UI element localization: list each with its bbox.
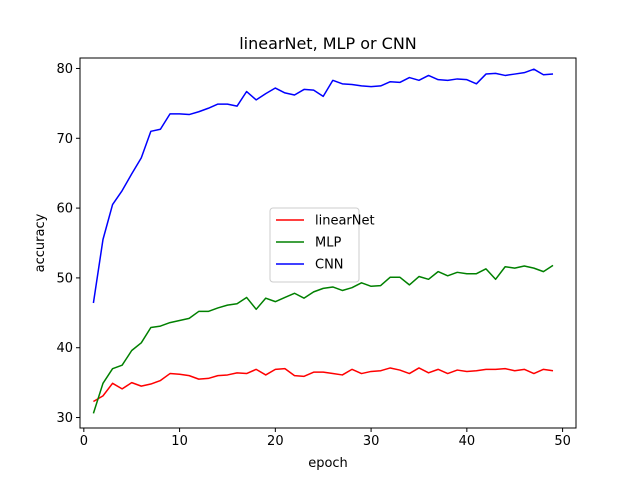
x-axis: 0 10 20 30 40 50 bbox=[80, 428, 571, 449]
y-tick-label: 80 bbox=[56, 62, 73, 77]
y-axis: 30 40 50 60 70 80 bbox=[56, 62, 80, 426]
y-axis-label: accuracy bbox=[33, 213, 48, 272]
legend-label-linearnet: linearNet bbox=[315, 214, 375, 229]
y-tick-label: 50 bbox=[56, 271, 73, 286]
series-layer bbox=[92, 68, 554, 414]
y-tick-label: 30 bbox=[56, 411, 73, 426]
y-tick-label: 70 bbox=[56, 132, 73, 147]
x-tick-label: 30 bbox=[363, 434, 380, 449]
series-line-cnn bbox=[92, 68, 554, 304]
x-tick-label: 20 bbox=[267, 434, 284, 449]
x-tick-label: 10 bbox=[171, 434, 188, 449]
chart-title: linearNet, MLP or CNN bbox=[239, 34, 417, 53]
series-line-mlp bbox=[92, 264, 554, 414]
legend-label-cnn: CNN bbox=[315, 258, 344, 273]
x-axis-label: epoch bbox=[308, 456, 348, 471]
x-tick-label: 0 bbox=[80, 434, 88, 449]
legend: linearNet MLP CNN bbox=[269, 207, 375, 283]
plot-frame bbox=[79, 57, 577, 429]
y-tick-label: 60 bbox=[56, 202, 73, 217]
legend-label-mlp: MLP bbox=[315, 236, 341, 251]
x-tick-label: 40 bbox=[459, 434, 476, 449]
y-tick-label: 40 bbox=[56, 341, 73, 356]
series-line-linearnet bbox=[93, 367, 554, 403]
x-tick-label: 50 bbox=[554, 434, 571, 449]
